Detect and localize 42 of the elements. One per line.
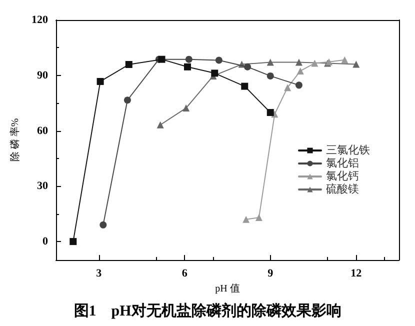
point [266, 58, 274, 66]
point [158, 56, 166, 63]
x-axis-title: pH 值 [215, 283, 240, 294]
point [124, 96, 131, 104]
point [241, 82, 248, 90]
point [211, 70, 218, 77]
point [70, 238, 77, 246]
point [295, 58, 302, 66]
point [255, 214, 262, 222]
point [295, 82, 302, 89]
x-tick-label: 12 [350, 268, 362, 280]
point [125, 60, 132, 68]
point [182, 104, 190, 112]
point [341, 56, 348, 64]
point [185, 56, 192, 63]
point [215, 56, 222, 64]
point [244, 63, 252, 70]
point [184, 63, 191, 70]
legend-label: 氯化钙 [326, 170, 359, 182]
y-tick-label: 120 [32, 14, 48, 26]
point [96, 78, 104, 85]
x-tick-label: 3 [96, 268, 102, 280]
legend-label: 氯化铝 [326, 158, 359, 170]
legend-label: 硫酸镁 [326, 182, 359, 196]
legend-label: 三氯化铁 [326, 144, 370, 156]
point [266, 72, 274, 80]
point [352, 60, 360, 68]
x-tick-label: 9 [268, 268, 274, 280]
point [284, 84, 292, 92]
point [156, 121, 164, 128]
y-tick-label: 30 [37, 180, 48, 192]
y-axis-title: 除 磷 率% [9, 118, 22, 162]
x-tick-label: 6 [182, 268, 188, 280]
y-tick-label: 90 [37, 69, 48, 82]
point [242, 216, 250, 223]
y-tick-label: 60 [37, 124, 48, 137]
point [296, 67, 304, 74]
y-tick-label: 0 [42, 236, 48, 248]
point [266, 108, 274, 116]
text: 图1 pH对无机盐除磷剂的除磷效果影响 [74, 302, 342, 320]
point [311, 60, 318, 67]
point [100, 221, 107, 228]
